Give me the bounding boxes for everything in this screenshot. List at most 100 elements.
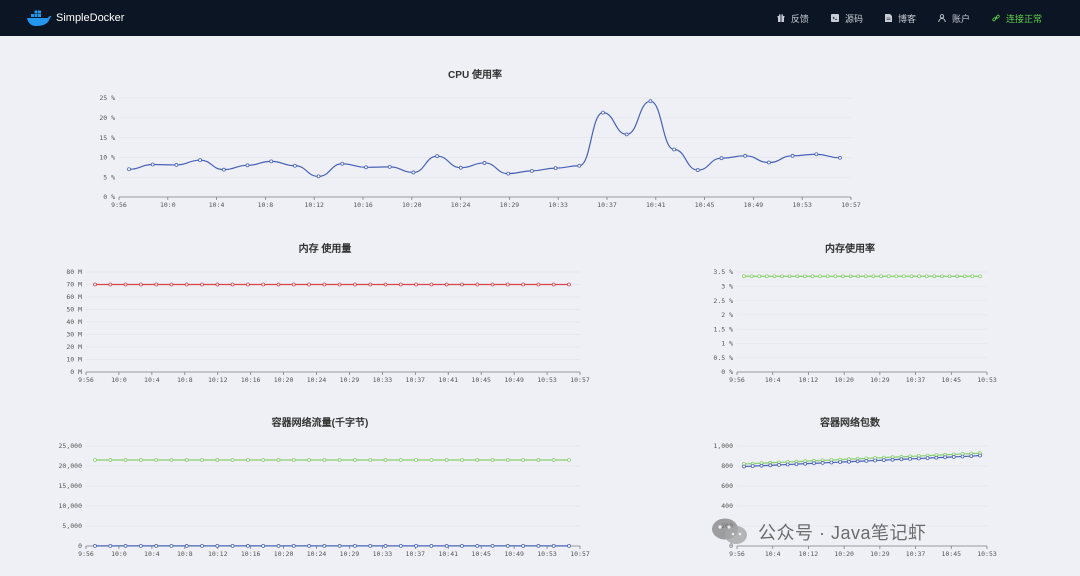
data-point[interactable]: [435, 154, 440, 159]
data-point[interactable]: [955, 274, 960, 279]
data-point[interactable]: [383, 458, 388, 462]
data-point[interactable]: [551, 282, 556, 287]
data-point[interactable]: [795, 274, 800, 279]
data-point[interactable]: [881, 458, 886, 462]
data-point[interactable]: [460, 458, 464, 462]
data-point[interactable]: [924, 274, 929, 279]
data-point[interactable]: [901, 274, 906, 279]
nav-item-account[interactable]: 账户: [938, 12, 970, 25]
data-point[interactable]: [269, 159, 274, 164]
data-point[interactable]: [855, 459, 860, 464]
connection-status[interactable]: 连接正常: [992, 12, 1042, 25]
data-point[interactable]: [672, 147, 676, 152]
data-point[interactable]: [505, 458, 510, 462]
data-point[interactable]: [138, 458, 143, 462]
data-point[interactable]: [307, 543, 311, 548]
data-point[interactable]: [429, 282, 434, 287]
data-point[interactable]: [200, 282, 204, 287]
data-point[interactable]: [601, 110, 605, 115]
data-point[interactable]: [368, 458, 373, 462]
data-point[interactable]: [276, 282, 281, 287]
data-point[interactable]: [108, 282, 113, 287]
data-point[interactable]: [960, 454, 965, 459]
data-point[interactable]: [475, 458, 480, 462]
nav-item-feedback[interactable]: 反馈: [777, 12, 809, 25]
data-point[interactable]: [230, 282, 235, 287]
data-point[interactable]: [624, 132, 629, 137]
data-point[interactable]: [200, 543, 204, 548]
data-point[interactable]: [200, 458, 204, 462]
data-point[interactable]: [768, 463, 773, 468]
data-point[interactable]: [154, 282, 159, 287]
data-point[interactable]: [567, 282, 571, 287]
data-point[interactable]: [536, 282, 541, 287]
data-point[interactable]: [444, 543, 449, 548]
data-point[interactable]: [767, 160, 771, 165]
data-point[interactable]: [743, 153, 748, 158]
data-point[interactable]: [444, 458, 449, 462]
data-point[interactable]: [970, 274, 975, 279]
data-point[interactable]: [123, 543, 128, 548]
data-point[interactable]: [154, 543, 159, 548]
data-point[interactable]: [169, 282, 174, 287]
data-point[interactable]: [490, 543, 495, 548]
data-point[interactable]: [932, 274, 937, 279]
data-point[interactable]: [291, 543, 296, 548]
data-point[interactable]: [820, 461, 825, 465]
data-point[interactable]: [750, 464, 755, 468]
data-point[interactable]: [825, 274, 830, 279]
data-point[interactable]: [307, 458, 311, 462]
data-point[interactable]: [138, 282, 143, 287]
data-point[interactable]: [184, 282, 189, 287]
data-point[interactable]: [719, 156, 724, 161]
data-point[interactable]: [127, 167, 131, 172]
data-point[interactable]: [460, 282, 464, 287]
data-point[interactable]: [93, 458, 97, 462]
data-point[interactable]: [291, 282, 296, 287]
data-point[interactable]: [916, 456, 921, 461]
data-point[interactable]: [322, 282, 327, 287]
data-point[interactable]: [890, 457, 895, 462]
data-point[interactable]: [909, 274, 914, 279]
data-point[interactable]: [215, 458, 220, 462]
data-point[interactable]: [460, 543, 464, 548]
data-point[interactable]: [123, 458, 128, 462]
data-point[interactable]: [829, 460, 834, 465]
data-point[interactable]: [364, 165, 368, 170]
data-point[interactable]: [978, 274, 982, 279]
data-point[interactable]: [962, 274, 967, 279]
data-point[interactable]: [184, 458, 189, 462]
data-point[interactable]: [475, 543, 480, 548]
data-point[interactable]: [908, 457, 912, 461]
data-point[interactable]: [414, 543, 418, 548]
data-point[interactable]: [943, 455, 947, 460]
data-point[interactable]: [444, 282, 449, 287]
data-point[interactable]: [316, 174, 321, 179]
data-point[interactable]: [353, 282, 357, 287]
data-point[interactable]: [108, 458, 113, 462]
data-point[interactable]: [383, 543, 388, 548]
data-point[interactable]: [261, 282, 266, 287]
data-point[interactable]: [810, 274, 815, 279]
data-point[interactable]: [846, 459, 851, 464]
data-point[interactable]: [951, 455, 956, 459]
data-point[interactable]: [93, 543, 97, 548]
data-point[interactable]: [184, 543, 189, 548]
data-point[interactable]: [838, 460, 843, 464]
data-point[interactable]: [814, 152, 819, 157]
data-point[interactable]: [93, 282, 97, 287]
data-point[interactable]: [169, 543, 174, 548]
data-point[interactable]: [551, 458, 556, 462]
data-point[interactable]: [818, 274, 823, 279]
data-point[interactable]: [475, 282, 480, 287]
data-point[interactable]: [276, 458, 281, 462]
data-point[interactable]: [276, 543, 281, 548]
data-point[interactable]: [337, 282, 342, 287]
data-point[interactable]: [368, 543, 373, 548]
data-point[interactable]: [521, 458, 526, 462]
brand[interactable]: SimpleDocker: [26, 6, 124, 30]
data-point[interactable]: [398, 282, 403, 287]
data-point[interactable]: [917, 274, 921, 279]
data-point[interactable]: [899, 457, 904, 462]
data-point[interactable]: [353, 543, 357, 548]
